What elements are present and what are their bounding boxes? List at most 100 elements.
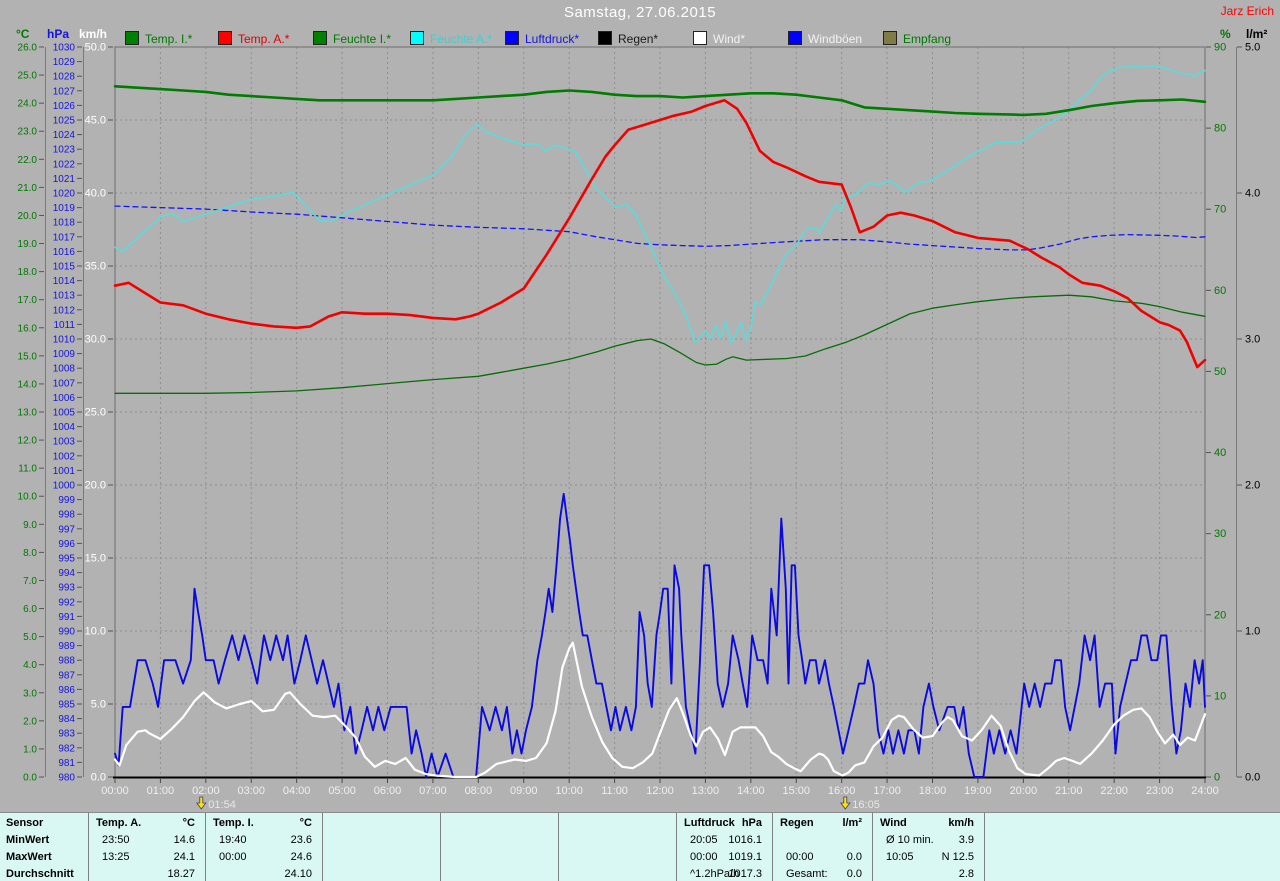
y-axis-tick-label: 0.0: [91, 772, 106, 784]
table-value-time: Ø 10 min.: [886, 834, 934, 846]
legend-swatch-icon: [410, 31, 424, 45]
axis-unit-hpa: hPa: [47, 27, 70, 41]
series-feuchtea: [114, 64, 1206, 344]
y-axis-tick-label: 26.0: [18, 43, 38, 54]
table-column-divider: [205, 813, 206, 881]
legend-item-empfang[interactable]: Empfang: [883, 31, 951, 46]
y-axis-tick-label: 1001: [53, 466, 76, 477]
y-axis-tick-label: 986: [58, 685, 75, 696]
y-axis-tick-label: 15.0: [85, 553, 106, 565]
y-axis-tick-label: 80: [1214, 123, 1226, 135]
legend-item-feuchtei[interactable]: Feuchte I.*: [313, 31, 392, 46]
y-axis-tick-label: 7.0: [23, 576, 37, 587]
table-column-divider: [440, 813, 441, 881]
legend: Temp. I.* Temp. A.* Feuchte I.* Feuchte A.*…: [0, 0, 1280, 46]
y-axis-tick-label: 22.0: [18, 155, 38, 166]
y-axis-tick-label: 1003: [53, 437, 76, 448]
x-axis-tick-label: 22:00: [1100, 785, 1128, 797]
y-axis-tick-label: 1016: [53, 247, 76, 258]
y-axis-tick-label: 987: [58, 670, 75, 681]
y-axis-tick-label: 999: [58, 495, 75, 506]
y-axis-tick-label: 985: [58, 700, 75, 711]
y-axis-tick-label: 1020: [53, 189, 76, 200]
y-axis-tick-label: 13.0: [18, 408, 38, 419]
y-axis-tick-label: 8.0: [23, 548, 37, 559]
y-axis-tick-label: 995: [58, 554, 75, 565]
table-unit-header: hPa: [741, 817, 762, 829]
legend-item-tempi[interactable]: Temp. I.*: [125, 31, 192, 46]
y-axis-tick-label: 1005: [53, 408, 76, 419]
event-marker-arrow-icon: [839, 796, 851, 810]
table-value-number: 0.0: [846, 868, 862, 880]
legend-item-wind[interactable]: Wind*: [693, 31, 745, 46]
y-axis-tick-label: 1009: [53, 349, 76, 360]
legend-item-regen[interactable]: Regen*: [598, 31, 658, 46]
chart-plot-area[interactable]: 26.0 25.0 24.0 23.0 22.0 21.0 20.0 19.0 18.0 17.0…: [0, 0, 1280, 812]
x-axis-tick-label: 14:00: [737, 785, 765, 797]
event-marker-time: 01:54: [208, 799, 236, 811]
x-axis-tick-label: 20:00: [1010, 785, 1038, 797]
table-row-label: Durchschnitt: [6, 868, 74, 880]
legend-item-luftdruck[interactable]: Luftdruck*: [505, 31, 579, 46]
y-axis-tick-label: 19.0: [18, 239, 38, 250]
y-axis-tick-label: 1022: [53, 159, 76, 170]
legend-item-feuchtea[interactable]: Feuchte A.*: [410, 31, 492, 46]
y-axis-tick-label: 5.0: [91, 699, 106, 711]
table-value-number: 24.1: [173, 851, 195, 863]
legend-swatch-icon: [788, 31, 802, 45]
table-value-number: 1016.1: [728, 834, 762, 846]
legend-swatch-icon: [313, 31, 327, 45]
table-value-number: 2.8: [958, 868, 974, 880]
y-axis-tick-label: 1000: [53, 481, 76, 492]
x-axis-tick-label: 04:00: [283, 785, 311, 797]
x-axis-tick-label: 00:00: [101, 785, 129, 797]
x-axis-tick-label: 16:00: [828, 785, 856, 797]
table-value-number: N 12.5: [941, 851, 974, 863]
table-value-time: 00:00: [690, 851, 718, 863]
legend-swatch-icon: [598, 31, 612, 45]
y-axis-tick-label: 1011: [53, 320, 75, 331]
table-value-number: 1017.3: [728, 868, 762, 880]
y-axis-tick-label: 1.0: [23, 744, 37, 755]
legend-item-tempa[interactable]: Temp. A.*: [218, 31, 289, 46]
station-name: Jarz Erich: [1220, 4, 1274, 18]
x-axis-tick-label: 03:00: [237, 785, 265, 797]
series-feuchtei: [114, 294, 1206, 394]
legend-item-label: Windböen: [808, 32, 863, 46]
y-axis-tick-label: 982: [58, 743, 75, 754]
y-axis-tick-label: 992: [58, 597, 75, 608]
legend-item-windben[interactable]: Windböen: [788, 31, 863, 46]
table-value-time: 00:00: [786, 851, 814, 863]
table-value-time: 13:25: [102, 851, 130, 863]
event-marker-arrow-icon: [195, 796, 207, 810]
x-axis-tick-label: 21:00: [1055, 785, 1083, 797]
y-axis-tick-label: 1021: [53, 174, 76, 185]
y-axis-tick-label: 40.0: [85, 188, 106, 200]
y-axis-tick-label: 1004: [53, 422, 76, 433]
legend-swatch-icon: [883, 31, 897, 45]
series-tempa: [113, 99, 1207, 369]
y-axis-tick-label: 10: [1214, 690, 1226, 702]
y-axis-tick-label: 14.0: [18, 379, 38, 390]
y-axis-tick-label: 20.0: [85, 480, 106, 492]
table-value-number: 24.6: [290, 851, 312, 863]
y-axis-tick-label: 984: [58, 714, 75, 725]
y-axis-tick-label: 1007: [53, 378, 76, 389]
table-column-divider: [322, 813, 323, 881]
y-axis-tick-label: 1002: [53, 451, 76, 462]
table-value-number: 0.0: [846, 851, 862, 863]
table-value-time: Gesamt:: [786, 868, 828, 880]
page-title: Samstag, 27.06.2015: [563, 4, 717, 21]
legend-item-label: Feuchte I.*: [333, 32, 392, 46]
y-axis-tick-label: 991: [58, 612, 75, 623]
y-axis-tick-label: 50: [1214, 366, 1226, 378]
table-value-number: 24.10: [284, 868, 312, 880]
table-sensor-header: Luftdruck: [684, 817, 735, 829]
y-axis-tick-label: 90: [1214, 42, 1226, 54]
y-axis-tick-label: 16.0: [18, 323, 38, 334]
weather-chart: 26.0 25.0 24.0 23.0 22.0 21.0 20.0 19.0 18.0 17.0…: [18, 42, 1261, 812]
table-row-label: MaxWert: [6, 851, 52, 863]
table-unit-header: °C: [299, 817, 312, 829]
y-axis-tick-label: 2.0: [23, 716, 37, 727]
